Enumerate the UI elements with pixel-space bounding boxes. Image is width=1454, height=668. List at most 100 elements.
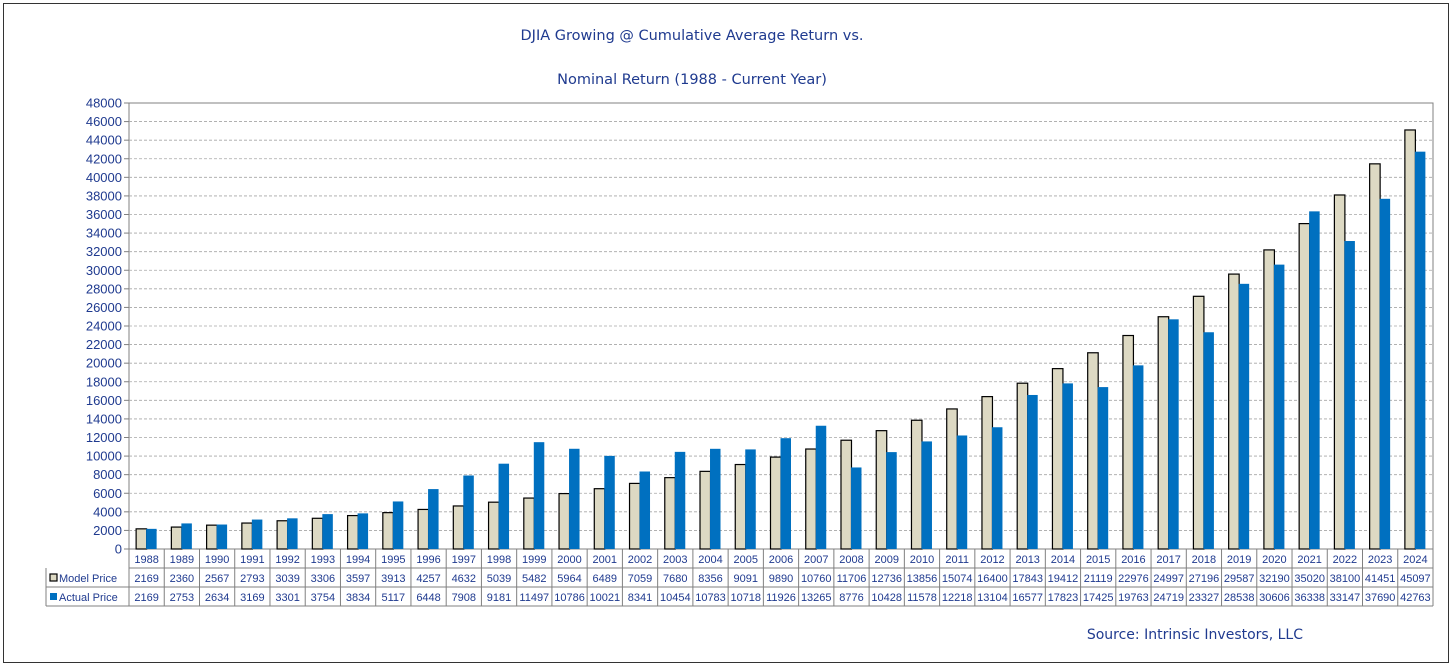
bar [1203,332,1214,549]
bar [734,463,747,550]
bar [382,512,394,550]
data-label: 19412 [1048,573,1079,585]
legend-key [49,573,58,582]
y-tick-label: 10000 [86,449,122,464]
y-tick-label: 8000 [93,467,122,482]
data-label: 16400 [977,573,1008,585]
y-axis: 0 2000 4000 6000 8000 10000 12000 14000 16000 180… [86,96,129,557]
data-label: 2169 [134,592,158,604]
bar [1298,223,1311,550]
data-label: 3597 [346,573,370,585]
bar [523,497,535,550]
bar [840,439,853,550]
bar [780,438,791,549]
data-label: 7059 [628,573,652,585]
bar [1087,352,1099,550]
bar [886,452,897,549]
bar [1097,387,1109,549]
data-label: 17843 [1012,573,1043,585]
x-tick-label: 2003 [663,554,687,566]
data-table: 1988 1989 1990 1991 1992 1993 1994 1995 1996 1997… [45,549,1434,607]
data-label: 37690 [1365,592,1396,604]
data-label: 8776 [839,592,863,604]
bar [170,526,183,550]
data-label: 2753 [170,592,194,604]
bar [276,520,289,550]
bar [1333,194,1346,550]
data-label: 4257 [416,573,440,585]
data-label: 8341 [628,592,652,604]
data-label: 11706 [837,573,867,585]
bar [946,408,958,550]
data-label: 17425 [1083,592,1114,604]
bar [311,517,324,550]
x-tick-label: 2005 [734,554,758,566]
data-label: 12736 [871,573,902,585]
x-tick-label: 2012 [980,554,1004,566]
bar [1379,198,1391,549]
data-label: 41451 [1365,573,1396,585]
x-tick-label: 2009 [874,554,898,566]
x-tick-label: 2004 [698,554,722,566]
bar [604,455,615,549]
x-tick-label: 2000 [557,554,581,566]
data-label: 19763 [1118,592,1149,604]
data-label: 23327 [1189,592,1220,604]
bar [639,471,651,549]
data-label: 38100 [1330,573,1361,585]
data-label: 36338 [1294,592,1325,604]
bar [533,442,545,549]
data-label: 10718 [730,592,761,604]
x-tick-label: 1997 [452,554,476,566]
y-tick-label: 2000 [93,523,122,538]
y-tick-label: 24000 [86,319,122,334]
bar [392,501,404,549]
y-tick-label: 14000 [86,411,122,426]
legend-label: Actual Price [59,592,118,604]
bar [287,518,298,549]
x-tick-label: 2019 [1227,554,1251,566]
data-label: 11926 [766,592,796,604]
bar [487,501,500,550]
data-label: 45097 [1400,573,1431,585]
data-label: 29587 [1224,573,1255,585]
data-label: 5117 [381,592,405,604]
bar [875,430,888,550]
data-label: 6489 [593,573,617,585]
data-label: 3834 [346,592,370,604]
y-tick-label: 46000 [86,114,122,129]
bar [850,467,862,549]
data-label: 12218 [942,592,973,604]
data-label: 10428 [871,592,902,604]
x-tick-label: 2006 [769,554,793,566]
x-tick-label: 1996 [416,554,440,566]
y-tick-label: 32000 [86,244,122,259]
data-label: 24997 [1153,573,1184,585]
x-tick-label: 1989 [170,554,194,566]
data-label: 2360 [170,573,194,585]
bar [241,522,253,550]
bar [322,514,333,549]
x-tick-label: 2023 [1368,554,1392,566]
x-tick-label: 2011 [945,554,969,566]
bar [1132,365,1144,549]
data-label: 10021 [589,592,620,604]
data-label: 9181 [487,592,511,604]
x-tick-label: 2020 [1262,554,1286,566]
data-label: 9091 [734,573,758,585]
data-label: 17823 [1048,592,1079,604]
bar [710,448,721,549]
bar [1369,163,1381,550]
bar [181,523,192,549]
legend-key [50,593,57,600]
bars [135,129,1426,550]
data-label: 7908 [452,592,476,604]
data-label: 30606 [1259,592,1290,604]
bar [628,482,641,550]
y-tick-label: 42000 [86,151,122,166]
data-label: 13265 [801,592,832,604]
y-tick-label: 30000 [86,263,122,278]
bar [1062,383,1073,549]
y-tick-label: 38000 [86,188,122,203]
data-label: 15074 [942,573,973,585]
